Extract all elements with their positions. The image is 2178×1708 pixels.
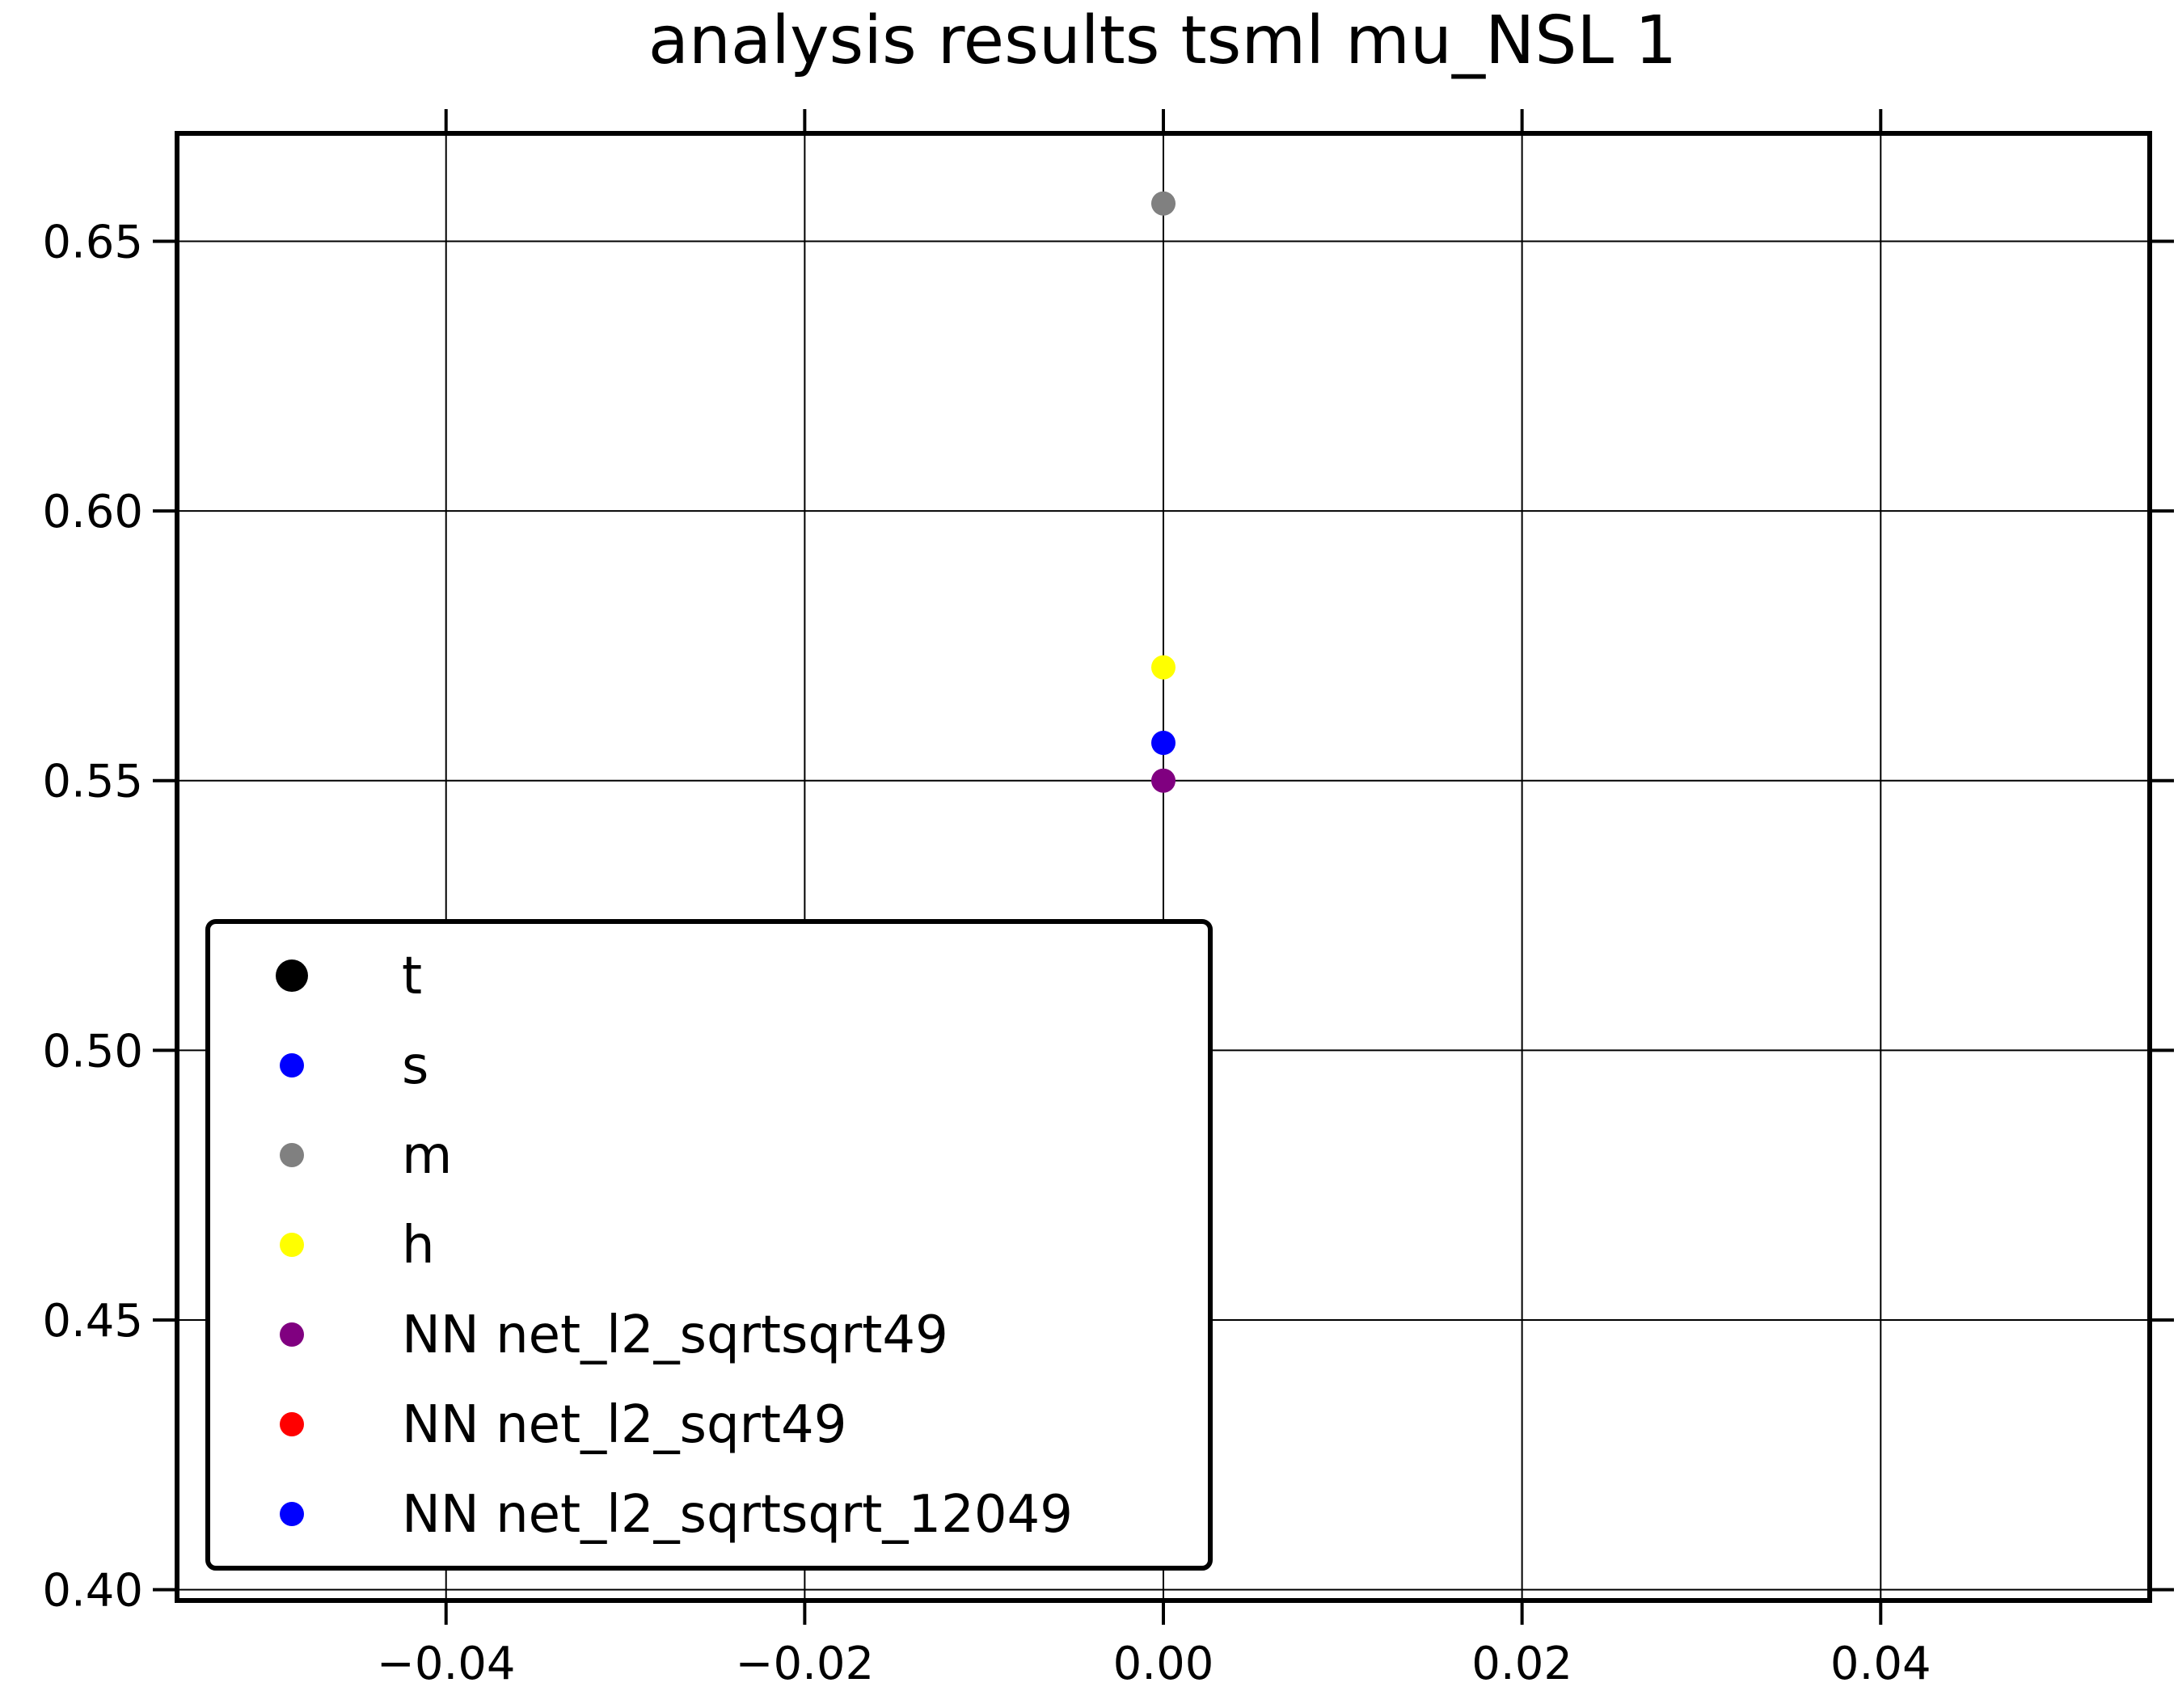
legend-label: NN net_l2_sqrtsqrt_12049 — [402, 1485, 1073, 1545]
legend-marker — [280, 1322, 304, 1347]
x-tick-label: 0.04 — [1830, 1638, 1931, 1690]
data-point-1-0 — [1151, 731, 1176, 756]
y-tick-label: 0.40 — [42, 1565, 143, 1617]
y-tick-label: 0.50 — [42, 1025, 143, 1078]
legend-box — [205, 919, 1213, 1571]
plot-frame — [175, 131, 2152, 1603]
data-point-3-0 — [1151, 655, 1176, 680]
legend-label: m — [402, 1126, 452, 1186]
y-tick-label: 0.60 — [42, 486, 143, 538]
x-tick-label: −0.02 — [736, 1638, 875, 1690]
x-tick-label: −0.04 — [377, 1638, 516, 1690]
data-point-4-0 — [1151, 768, 1176, 793]
legend-marker — [280, 1233, 304, 1257]
x-tick-label: 0.00 — [1113, 1638, 1214, 1690]
legend-label: NN net_l2_sqrtsqrt49 — [402, 1305, 948, 1365]
legend-marker — [280, 1053, 304, 1078]
y-tick-label: 0.55 — [42, 756, 143, 808]
data-point-2-0 — [1151, 191, 1176, 216]
legend-marker — [276, 959, 308, 992]
legend-label: t — [402, 947, 422, 1006]
axis-ticks: −0.04 −0.02 0.00 0.02 0.04 0.40 0.45 0.50 0.55 0.… — [42, 109, 2174, 1690]
legend-label: NN net_l2_sqrt49 — [402, 1395, 846, 1455]
data-points — [1151, 191, 1176, 793]
legend-marker — [280, 1502, 304, 1526]
x-tick-label: 0.02 — [1471, 1638, 1572, 1690]
chart-title: analysis results tsml mu_NSL 1 — [648, 2, 1678, 79]
legend-label: s — [402, 1036, 428, 1096]
y-tick-label: 0.45 — [42, 1295, 143, 1347]
y-tick-label: 0.65 — [42, 216, 143, 268]
legend-label: h — [402, 1216, 435, 1276]
legend-marker — [280, 1412, 304, 1436]
legend-marker — [280, 1143, 304, 1167]
